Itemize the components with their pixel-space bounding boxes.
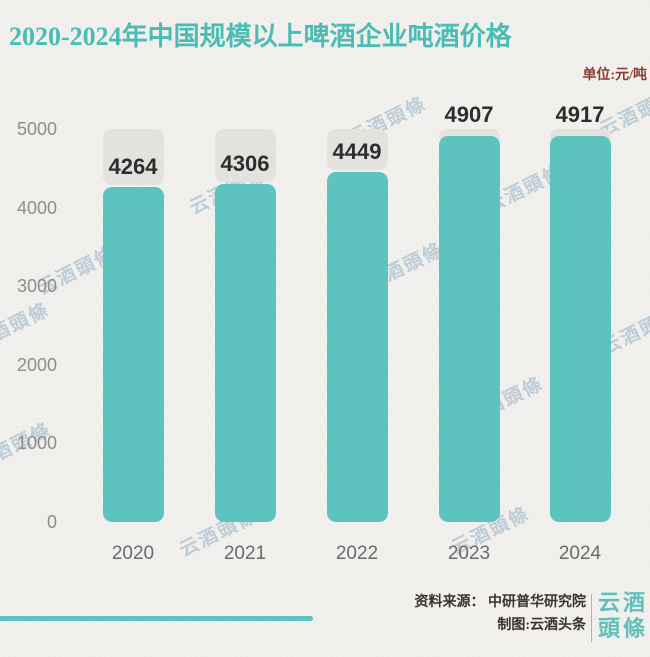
watermark-text: 云酒頭條 <box>0 299 54 356</box>
logo-line-2: 頭條 <box>598 616 649 641</box>
bar-2021 <box>214 183 276 522</box>
bar-gap-cap <box>326 129 388 171</box>
bar-gap-cap <box>214 129 276 182</box>
logo-line-1: 云酒 <box>598 590 649 615</box>
brand-logo: 云酒 頭條 <box>598 590 648 642</box>
y-axis-tick-label: 4000 <box>16 197 57 218</box>
value-label-2024: 4917 <box>555 102 605 127</box>
x-axis-label-2021: 2021 <box>223 543 267 564</box>
y-axis-tick-label: 0 <box>46 512 57 532</box>
x-axis-label-2020: 2020 <box>111 543 155 564</box>
value-label-2023: 4907 <box>444 102 494 127</box>
x-axis-label-2023: 2023 <box>447 543 491 564</box>
credit-line: 制图:云酒头条 <box>497 618 586 633</box>
x-axis-label-2024: 2024 <box>558 543 602 564</box>
footer-accent-line <box>0 616 313 621</box>
bar-gap-cap <box>102 129 164 185</box>
value-label-2021: 4306 <box>220 150 270 176</box>
chart-title: 2020-2024年中国规模以上啤酒企业吨酒价格 <box>9 22 512 51</box>
source-line: 资料来源： 中研普华研究院 <box>414 595 587 610</box>
value-label-2022: 4449 <box>332 139 382 165</box>
y-axis-tick-label: 2000 <box>16 354 57 375</box>
footer-source: 资料来源： 中研普华研究院 制图:云酒头条 <box>415 594 587 635</box>
x-axis-label-2022: 2022 <box>335 543 379 564</box>
bar-2020 <box>102 186 164 522</box>
unit-label: 单位:元/吨 <box>582 68 647 83</box>
y-axis-tick-label: 3000 <box>16 276 57 297</box>
y-axis-tick-label: 5000 <box>16 119 57 139</box>
y-axis-tick-label: 1000 <box>16 433 57 454</box>
footer-divider <box>591 594 592 642</box>
value-label-2020: 4264 <box>108 153 158 179</box>
bar-2023 <box>438 136 500 522</box>
bar-2024 <box>549 135 611 522</box>
bar-2022 <box>326 172 388 522</box>
